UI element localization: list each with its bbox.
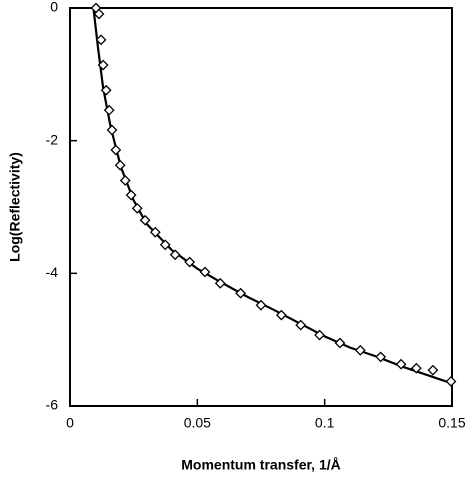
data-point [295, 319, 307, 331]
y-tick-label: -6 [46, 397, 59, 413]
data-point [199, 266, 211, 278]
y-tick-label: 0 [50, 0, 58, 15]
x-tick-label: 0.1 [315, 415, 335, 431]
y-tick-label: -4 [46, 264, 59, 280]
data-point [139, 214, 151, 226]
data-point [131, 202, 143, 214]
data-point [235, 287, 247, 299]
data-point [110, 144, 122, 156]
data-point [184, 256, 196, 268]
data-point [119, 175, 131, 186]
x-tick-label: 0.15 [438, 415, 465, 431]
x-axis-title: Momentum transfer, 1/Å [181, 457, 340, 473]
plot-frame [69, 7, 453, 407]
data-point [114, 159, 126, 171]
data-point [255, 299, 267, 311]
fit-line [92, 7, 453, 385]
data-point [159, 239, 171, 251]
data-point [427, 364, 439, 376]
data-point [95, 34, 107, 46]
x-tick-label: 0.05 [184, 415, 211, 431]
data-point [100, 84, 112, 96]
y-tick-label: -2 [46, 131, 59, 147]
data-point [275, 309, 287, 321]
data-point [214, 277, 226, 289]
data-point [314, 329, 325, 341]
data-point [93, 8, 105, 20]
x-tick-label: 0 [66, 415, 74, 431]
data-point [125, 189, 137, 201]
data-point [375, 351, 387, 363]
data-point [395, 358, 407, 370]
data-point [334, 337, 346, 349]
y-axis-title: Log(Reflectivity) [7, 152, 23, 262]
data-point [169, 249, 181, 261]
data-point [354, 344, 366, 356]
data-point [103, 104, 115, 116]
data-point [445, 376, 457, 387]
data-point [97, 59, 109, 71]
data-point [149, 226, 161, 238]
data-point [106, 124, 118, 136]
data-point [410, 362, 422, 374]
